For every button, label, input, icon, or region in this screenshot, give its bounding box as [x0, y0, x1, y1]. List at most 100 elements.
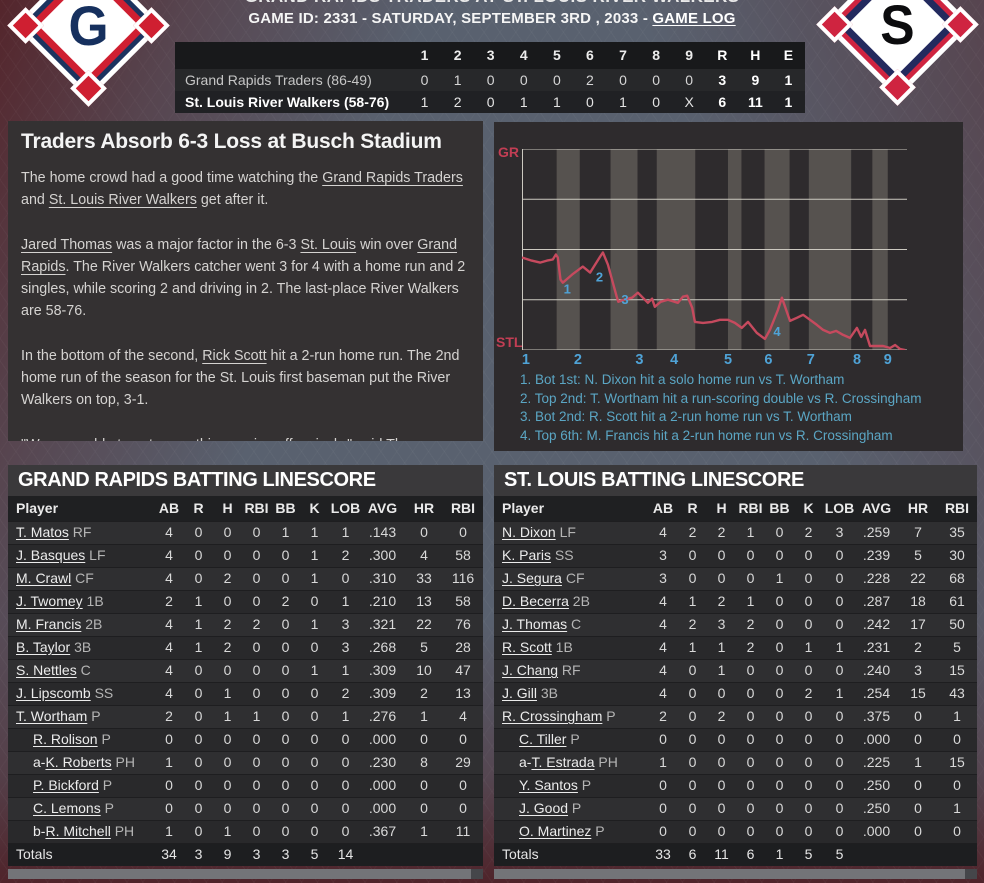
player-position: C [567, 616, 582, 632]
stat-cell: 0 [194, 708, 203, 724]
player-link[interactable]: Y. Santos [519, 777, 578, 793]
player-or-team-link[interactable]: Jared Thomas [21, 237, 113, 253]
player-link[interactable]: T. Matos [16, 524, 69, 540]
stat-cell: 0 [775, 685, 784, 701]
player-cell: C. Tiller P [494, 728, 648, 751]
stat-cell: 13 [416, 593, 432, 609]
player-link[interactable]: T. Wortham [16, 708, 88, 724]
col-header-lob: LOB [824, 500, 855, 516]
game-log-link[interactable]: GAME LOG [652, 10, 736, 27]
stat-cell: 0 [775, 593, 784, 609]
linescore-col-3: 3 [486, 47, 495, 63]
stat-cell: 0 [252, 731, 261, 747]
player-cell: J. Chang RF [494, 659, 648, 682]
stat-cell: 0 [835, 708, 844, 724]
player-link[interactable]: J. Thomas [502, 616, 568, 632]
stat-cell: 0 [281, 662, 290, 678]
player-link[interactable]: D. Becerra [502, 593, 569, 609]
player-link[interactable]: J. Lipscomb [16, 685, 91, 701]
stat-cell: 4 [165, 685, 173, 701]
linescore-team-row: St. Louis River Walkers (58-76) 1 2 0 1 1 0 1 0 X… [175, 91, 805, 113]
player-or-team-link[interactable]: St. Louis River Walkers [48, 192, 197, 208]
stat-cell: 47 [455, 662, 471, 678]
player-link[interactable]: R. Mitchell [45, 823, 111, 839]
stat-cell: 0 [281, 731, 290, 747]
stat-cell: 4 [165, 547, 173, 563]
stat-cell: .310 [368, 570, 397, 586]
stat-cell: 33 [655, 846, 671, 862]
player-position: C [76, 662, 91, 678]
home-table-scrollbar[interactable] [494, 869, 977, 879]
stat-cell: 0 [804, 570, 813, 586]
player-link[interactable]: T. Estrada [531, 754, 595, 770]
stat-cell: .000 [368, 800, 397, 816]
player-or-team-link[interactable]: Grand Rapids Traders [322, 170, 463, 186]
stat-cell: 0 [804, 616, 813, 632]
player-link[interactable]: J. Chang [502, 662, 559, 678]
player-link[interactable]: S. Nettles [16, 662, 77, 678]
stat-cell: 0 [341, 731, 350, 747]
player-cell: T. Wortham P [8, 705, 154, 728]
player-link[interactable]: N. Dixon [502, 524, 556, 540]
stat-cell: 8 [420, 754, 428, 770]
stat-cell: 2 [223, 639, 232, 655]
stat-cell: 0 [341, 823, 350, 839]
stat-cell: 1 [194, 616, 203, 632]
stat-cell: 0 [194, 570, 203, 586]
stat-cell: 0 [223, 777, 232, 793]
batting-table-title: ST. LOUIS BATTING LINESCORE [494, 465, 977, 496]
team-name-link[interactable]: Grand Rapids Traders (86-49) [185, 72, 372, 88]
key-play-marker: 4 [773, 324, 781, 339]
inning-score: 0 [685, 72, 694, 88]
player-link[interactable]: K. Paris [502, 547, 552, 563]
player-link[interactable]: P. Bickford [33, 777, 99, 793]
batter-row: J. Good P 0 0 0 0 0 0 0 .250 0 1 [494, 797, 977, 820]
player-or-team-link[interactable]: Rick Scott [202, 348, 267, 364]
player-link[interactable]: B. Taylor [16, 639, 71, 655]
player-link[interactable]: M. Crawl [16, 570, 72, 586]
player-link[interactable]: K. Roberts [45, 754, 112, 770]
stat-cell: .254 [862, 685, 891, 701]
stat-cell: 0 [688, 731, 697, 747]
player-link[interactable]: J. Twomey [16, 593, 83, 609]
player-link[interactable]: J. Good [519, 800, 569, 816]
player-link[interactable]: C. Tiller [519, 731, 567, 747]
scrollbar-thumb[interactable] [494, 869, 965, 879]
player-link[interactable]: M. Francis [16, 616, 82, 632]
away-table-scrollbar[interactable] [8, 869, 483, 879]
player-position: 2B [81, 616, 103, 632]
inning-label-9: 9 [883, 352, 892, 368]
stat-cell: 4 [420, 547, 428, 563]
player-link[interactable]: O. Martinez [519, 823, 592, 839]
article-text: In the bottom of the second, [21, 348, 203, 364]
player-link[interactable]: R. Crossingham [502, 708, 603, 724]
stat-cell: 0 [223, 800, 232, 816]
scrollbar-thumb[interactable] [8, 869, 472, 879]
player-link[interactable]: C. Lemons [33, 800, 101, 816]
player-link[interactable]: J. Basques [16, 547, 86, 563]
key-play-marker: 1 [564, 282, 571, 297]
player-link[interactable]: J. Segura [502, 570, 562, 586]
player-or-team-link[interactable]: Grand Rapids [21, 237, 458, 275]
stat-cell: 0 [252, 754, 261, 770]
player-link[interactable]: R. Scott [502, 639, 552, 655]
player-position: 1B [82, 593, 104, 609]
stat-cell: .242 [862, 616, 891, 632]
stat-cell: 0 [310, 800, 319, 816]
player-link[interactable]: R. Rolison [33, 731, 98, 747]
stat-cell: 0 [835, 800, 844, 816]
team-name-link[interactable]: St. Louis River Walkers (58-76) [185, 94, 390, 110]
recap-article-panel: Traders Absorb 6-3 Loss at Busch Stadium… [8, 121, 483, 441]
stat-cell: 43 [949, 685, 965, 701]
stat-cell: .259 [862, 524, 891, 540]
stat-cell: 0 [420, 524, 428, 540]
stat-cell: 4 [659, 639, 667, 655]
player-link[interactable]: J. Gill [502, 685, 537, 701]
stat-cell: 0 [746, 662, 755, 678]
inning-label-3: 3 [635, 352, 644, 368]
linescore-col-6: 6 [586, 47, 594, 63]
stat-cell: 0 [746, 708, 755, 724]
player-or-team-link[interactable]: St. Louis [300, 237, 357, 253]
win-probability-panel: GR STL 1 2 3 4 1 2 3 4 5 6 7 8 9 1. Bot 1st: N. Dix… [494, 122, 963, 451]
stat-cell: 0 [746, 777, 755, 793]
